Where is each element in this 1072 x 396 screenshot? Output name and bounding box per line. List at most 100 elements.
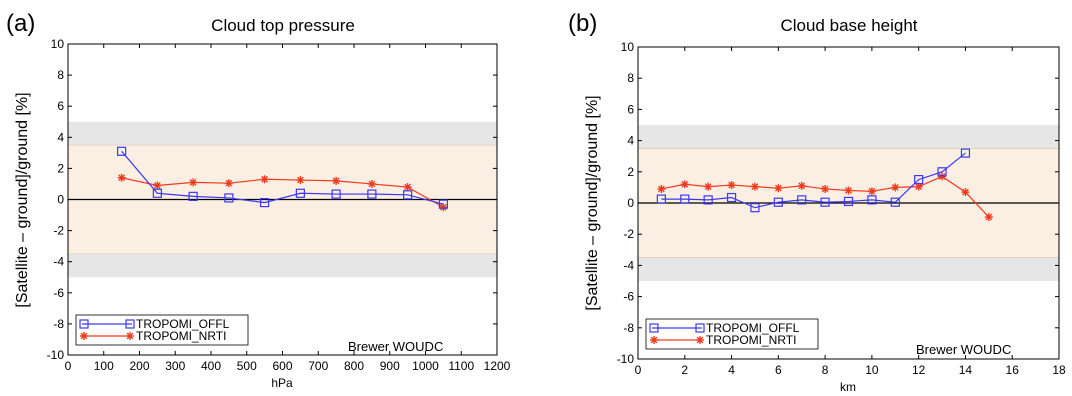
panel-b-star-stroke: [704, 183, 712, 190]
panel-a-star-stroke: [332, 177, 340, 185]
panel-a-xtick-label: 400: [201, 359, 221, 373]
panel-a-star-stroke: [225, 179, 233, 187]
panel-a-xtick-label: 600: [272, 359, 292, 373]
panel-b-xtick-label: 16: [1006, 363, 1020, 377]
panel-b-star-stroke: [868, 187, 876, 195]
panel-a-point-nrti: [126, 332, 134, 340]
panel-b-point-offl: [649, 323, 659, 333]
panel-b-xtick-label: 18: [1052, 363, 1066, 377]
panel-b-star-stroke: [891, 184, 899, 191]
panel-b-star-stroke: [751, 183, 759, 190]
panel-a-ytick-label: -6: [53, 286, 64, 300]
panel-b-xtick-label: 0: [635, 363, 642, 377]
panel-b-ytick-label: -10: [617, 352, 635, 366]
panel-b-star-stroke: [658, 185, 665, 193]
panel-b-point-offl: [703, 195, 713, 205]
panel-a-ytick-label: 0: [57, 193, 64, 207]
panel-a-xtick-label: 700: [308, 359, 328, 373]
panel-b-point-nrti: [704, 182, 713, 191]
panel-b-xtick-label: 8: [822, 363, 829, 377]
panel-b-point-nrti: [984, 213, 993, 222]
panel-a-xtick-label: 1000: [412, 359, 439, 373]
panel-a-xlabel: hPa: [271, 376, 293, 390]
panel-b-point-nrti: [727, 181, 736, 190]
panel-a-star-stroke: [126, 332, 134, 340]
panel-a-xtick-label: 200: [129, 359, 149, 373]
panel-b-ytick-label: 6: [627, 102, 634, 116]
panel-b-star-stroke: [798, 182, 806, 190]
panel-a-point-nrti: [117, 173, 126, 182]
panel-b-point-nrti: [891, 183, 900, 192]
panel-a-xtick-label: 1200: [484, 359, 511, 373]
panel-b-star-stroke: [774, 184, 782, 192]
panel-a-ytick-label: 6: [57, 99, 64, 113]
panel-a-band: [68, 253, 497, 278]
panel-b-xtick-label: 6: [775, 363, 782, 377]
panel-b-plot: 0 2 4 6 8 10 12 14 16 18 -10 -8 -6 -4 -2 0 2 4 6 8 10 TROPOMI…: [617, 40, 1066, 377]
panel-a-ytick-label: -8: [53, 317, 64, 331]
panel-b-band: [638, 125, 1059, 149]
panel-a-star-stroke: [261, 175, 268, 183]
panel-a-label: (a): [6, 10, 35, 37]
panel-b-star-stroke: [821, 185, 829, 193]
panel-b-point-offl: [867, 195, 877, 205]
panel-a-point-offl: [295, 188, 305, 198]
panel-b-point-offl: [890, 197, 900, 207]
panel-a-xtick-label: 800: [344, 359, 364, 373]
panel-b-star-stroke: [728, 181, 735, 189]
panel-a-ytick-label: 4: [57, 130, 64, 144]
panel-b-point-offl: [914, 175, 924, 185]
panel-a-point-nrti: [224, 179, 233, 188]
panel-a-point-nrti: [403, 183, 412, 192]
panel-a-point-nrti: [439, 203, 448, 212]
panel-a-star-stroke: [80, 332, 88, 340]
panel-a-point-offl: [125, 319, 135, 329]
panel-b-star-stroke: [985, 213, 993, 221]
panel-b-star-stroke: [938, 173, 946, 180]
panel-a-point-offl: [438, 199, 448, 209]
panel-b-point-offl: [820, 197, 830, 207]
panel-b-ytick-label: 10: [621, 40, 635, 54]
panel-b-point-offl: [726, 192, 737, 203]
panel-a-point-offl: [224, 193, 234, 203]
panel-b-star-stroke: [915, 183, 923, 190]
panel-b-point-nrti: [867, 187, 876, 196]
panel-a-ytick-label: 2: [57, 161, 64, 175]
panel-a-star-stroke: [404, 183, 411, 191]
panel-b-legend-box: [645, 318, 819, 350]
panel-b-point-offl: [843, 196, 854, 207]
panel-a-star-stroke: [440, 203, 447, 211]
panel-b-star-stroke: [962, 188, 969, 196]
panel-b-point-nrti: [961, 188, 970, 197]
panel-a-point-offl: [367, 189, 377, 199]
panel-a-xtick-label: 1100: [448, 359, 474, 373]
panel-a-point-nrti: [153, 181, 162, 190]
panel-a-point-nrti: [367, 179, 376, 188]
panel-b-xtick-label: 10: [865, 363, 879, 377]
panel-a-band: [68, 121, 497, 146]
panel-b-band: [638, 257, 1059, 281]
panel-b-annotation: Brewer WOUDC: [916, 342, 1011, 357]
panel-b-legend-label: TROPOMI_OFFL: [706, 321, 800, 335]
panel-b-point-offl: [656, 194, 666, 204]
panel-a-series-nrti-line: [121, 177, 444, 208]
panel-b-point-nrti: [650, 336, 658, 344]
panel-a-ytick-label: -10: [47, 348, 65, 362]
panel-a-point-nrti: [332, 176, 341, 185]
panel-a-legend-box: [75, 314, 249, 346]
panel-b-star-stroke: [845, 187, 852, 194]
panel-b-ytick-label: -8: [623, 321, 634, 335]
panel-a-point-offl: [260, 198, 270, 208]
panel-b-xlabel: km: [840, 380, 856, 394]
panel-a-xtick-label: 100: [94, 359, 114, 373]
panel-b-point-offl: [680, 194, 690, 204]
panel-a-point-offl: [152, 188, 162, 198]
panel-a-point-offl: [117, 146, 127, 156]
panel-a-point-offl: [79, 319, 89, 329]
panel-a-star-stroke: [189, 179, 197, 186]
panel-b-point-nrti: [774, 184, 783, 193]
panel-b-ytick-label: -2: [623, 227, 634, 241]
panel-a-ytick-label: 8: [57, 68, 64, 82]
panel-b-ytick-label: 2: [627, 165, 634, 179]
